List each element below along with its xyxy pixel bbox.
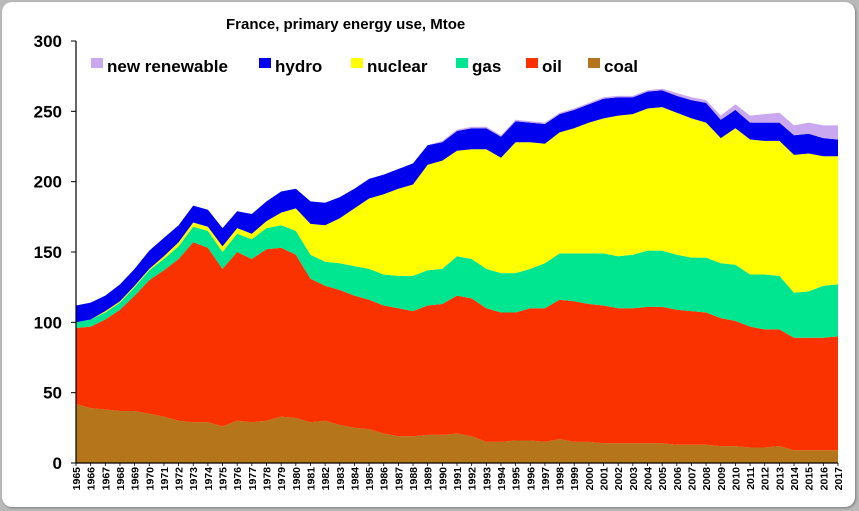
legend-label-oil: oil bbox=[542, 57, 562, 76]
legend-label-hydro: hydro bbox=[275, 57, 322, 76]
x-tick-label: 2006 bbox=[672, 467, 684, 491]
x-tick-label: 2001 bbox=[599, 467, 611, 491]
area-hydro bbox=[76, 90, 838, 323]
legend-swatch-hydro bbox=[259, 58, 271, 68]
areas-layer bbox=[76, 88, 838, 463]
x-tick-label: 2014 bbox=[789, 467, 801, 491]
x-tick-label: 1981 bbox=[306, 467, 318, 491]
x-tick-label: 2017 bbox=[833, 467, 845, 491]
y-tick-label: 0 bbox=[53, 454, 62, 473]
x-tick-label: 1986 bbox=[379, 467, 391, 491]
x-tick-label: 2002 bbox=[613, 467, 625, 491]
legend-label-coal: coal bbox=[604, 57, 638, 76]
x-tick-label: 2009 bbox=[716, 467, 728, 491]
x-tick-label: 1991 bbox=[452, 467, 464, 491]
x-tick-label: 1978 bbox=[262, 467, 274, 491]
area-nuclear bbox=[76, 107, 838, 323]
x-tick-label: 1990 bbox=[437, 467, 449, 491]
x-tick-label: 2010 bbox=[730, 467, 742, 491]
chart-title: France, primary energy use, Mtoe bbox=[226, 16, 465, 33]
x-tick-label: 2012 bbox=[760, 467, 772, 491]
x-tick-label: 1984 bbox=[349, 467, 361, 491]
x-tick-label: 1996 bbox=[525, 467, 537, 491]
y-tick-label: 100 bbox=[34, 313, 62, 332]
x-tick-label: 1993 bbox=[481, 467, 493, 491]
legend-label-new-renewable: new renewable bbox=[107, 57, 228, 76]
x-tick-label: 1982 bbox=[320, 467, 332, 491]
x-tick-label: 1976 bbox=[232, 467, 244, 491]
x-tick-label: 1995 bbox=[511, 467, 523, 491]
x-tick-label: 1968 bbox=[115, 467, 127, 491]
x-tick-label: 1965 bbox=[71, 467, 83, 491]
x-tick-label: 1974 bbox=[203, 467, 215, 491]
area-coal bbox=[76, 403, 838, 463]
x-tick-label: 2003 bbox=[628, 467, 640, 491]
y-tick-label: 150 bbox=[34, 243, 62, 262]
x-tick-label: 2004 bbox=[643, 467, 655, 491]
x-tick-label: 2000 bbox=[584, 467, 596, 491]
area-oil bbox=[76, 242, 838, 451]
x-tick-label: 1989 bbox=[423, 467, 435, 491]
x-tick-label: 1998 bbox=[555, 467, 567, 491]
legend-swatch-oil bbox=[526, 58, 538, 68]
legend-swatch-gas bbox=[456, 58, 468, 68]
legend-label-nuclear: nuclear bbox=[367, 57, 428, 76]
x-tick-label: 1967 bbox=[100, 467, 112, 491]
x-tick-label: 1979 bbox=[276, 467, 288, 491]
x-tick-label: 1969 bbox=[130, 467, 142, 491]
x-tick-label: 1997 bbox=[540, 467, 552, 491]
area-gas bbox=[76, 225, 838, 338]
legend: new renewable hydro nuclear gas oil coal bbox=[91, 57, 638, 76]
x-tick-label: 1975 bbox=[218, 467, 230, 491]
y-tick-label: 300 bbox=[34, 32, 62, 51]
x-tick-label: 2013 bbox=[774, 467, 786, 491]
x-tick-label: 1999 bbox=[569, 467, 581, 491]
x-tick-label: 2011 bbox=[745, 467, 757, 490]
x-tick-label: 1980 bbox=[291, 467, 303, 491]
x-tick-label: 1994 bbox=[496, 467, 508, 491]
x-tick-label: 1973 bbox=[188, 467, 200, 491]
legend-label-gas: gas bbox=[472, 57, 501, 76]
x-tick-label: 2007 bbox=[687, 467, 699, 491]
x-tick-label: 1977 bbox=[247, 467, 259, 491]
x-tick-label: 2016 bbox=[818, 467, 830, 491]
x-tick-label: 1992 bbox=[467, 467, 479, 491]
x-tick-label: 1971 bbox=[159, 467, 171, 491]
x-tick-label: 1966 bbox=[86, 467, 98, 491]
y-tick-label: 250 bbox=[34, 102, 62, 121]
x-tick-label: 2005 bbox=[657, 467, 669, 491]
x-tick-label: 1983 bbox=[335, 467, 347, 491]
y-tick-label: 50 bbox=[43, 384, 62, 403]
x-tick-label: 2008 bbox=[701, 467, 713, 491]
legend-swatch-nuclear bbox=[351, 58, 363, 68]
x-tick-label: 2015 bbox=[804, 467, 816, 491]
x-tick-label: 1970 bbox=[144, 467, 156, 491]
x-tick-label: 1988 bbox=[408, 467, 420, 491]
x-tick-label: 1987 bbox=[393, 467, 405, 491]
legend-swatch-new-renewable bbox=[91, 58, 103, 68]
x-tick-label: 1985 bbox=[364, 467, 376, 491]
legend-swatch-coal bbox=[588, 58, 600, 68]
y-tick-label: 200 bbox=[34, 173, 62, 192]
x-tick-label: 1972 bbox=[174, 467, 186, 491]
